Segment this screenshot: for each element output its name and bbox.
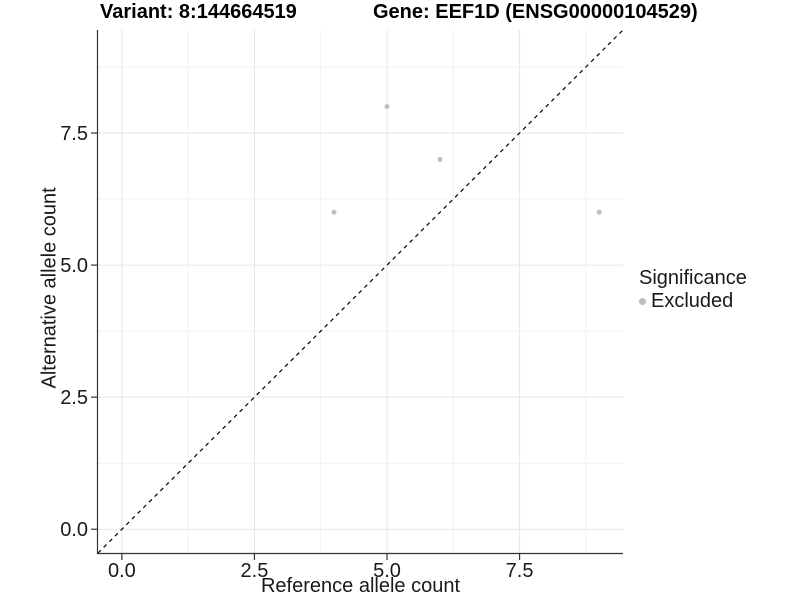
plot-title-variant: Variant: 8:144664519 [100,1,297,23]
y-axis-title: Alternative allele count [38,187,61,389]
identity-line [97,29,624,554]
legend-item-label: Excluded [651,289,734,312]
legend-item-excluded: Excluded [639,290,747,312]
data-point [437,156,443,162]
y-tick-label: 7.5 [60,123,88,145]
legend-title: Significance [639,267,747,289]
y-tick-label: 2.5 [60,387,88,409]
x-tick-label: 5.0 [373,560,401,582]
data-point [596,209,602,215]
x-tick-label: 0.0 [108,560,136,582]
x-tick-label: 2.5 [241,560,269,582]
plot-title-gene: Gene: EEF1D (ENSG00000104529) [373,1,698,23]
x-axis-title: Reference allele count [260,575,460,597]
legend: Significance Excluded [639,267,747,312]
legend-point-icon [639,297,646,305]
x-tick-label: 7.5 [506,560,534,582]
y-tick-label: 0.0 [60,519,88,541]
y-tick-label: 5.0 [60,255,88,277]
data-point [384,104,390,110]
data-point [331,209,337,215]
